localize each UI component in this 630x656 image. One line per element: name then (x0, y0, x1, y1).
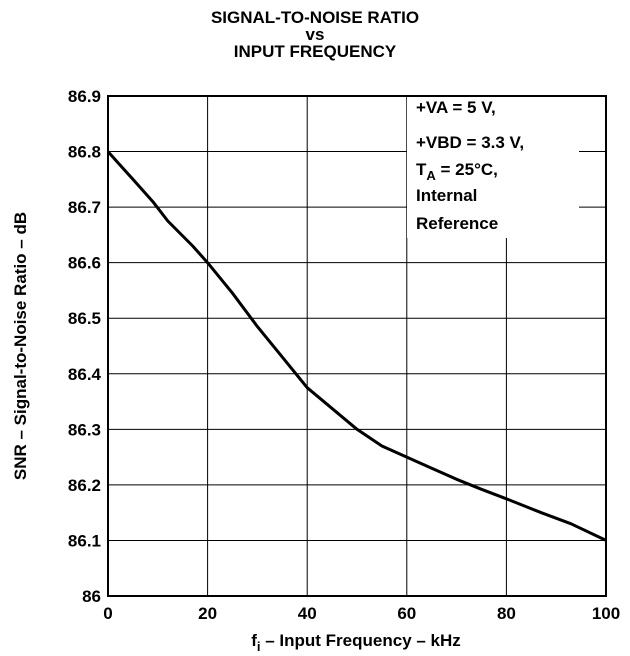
annotation-line-4: Internal (416, 186, 477, 205)
y-axis-label: SNR – Signal-to-Noise Ratio – dB (11, 212, 30, 480)
y-tick-label: 86 (82, 587, 101, 606)
y-tick-label: 86.7 (68, 198, 101, 217)
x-tick-label: 0 (103, 604, 112, 623)
x-tick-label: 60 (397, 604, 416, 623)
y-tick-label: 86.5 (68, 309, 101, 328)
y-tick-label: 86.9 (68, 87, 101, 106)
conditions-annotation-background (407, 97, 579, 238)
chart-title-line-2: vs (305, 25, 325, 44)
y-tick-label: 86.1 (68, 531, 101, 550)
x-tick-label: 20 (198, 604, 217, 623)
annotation-line-1: +VA = 5 V, (416, 98, 496, 117)
y-tick-label: 86.6 (68, 254, 101, 273)
tick-labels: 0 20 40 60 80 100 86 86.1 86.2 86.3 86.4 86.5 86.6 86… (68, 87, 620, 623)
y-tick-label: 86.3 (68, 420, 101, 439)
chart-title-line-1: SIGNAL-TO-NOISE RATIO (210, 8, 420, 27)
chart-title-line-3: INPUT FREQUENCY (233, 42, 397, 61)
y-tick-label: 86.2 (68, 476, 101, 495)
snr-curve (106, 150, 607, 542)
x-axis-label: fi – Input Frequency – kHz (251, 631, 461, 654)
annotation-line-2: +VBD = 3.3 V, (416, 133, 524, 152)
y-tick-label: 86.4 (68, 365, 102, 384)
x-tick-label: 100 (592, 604, 620, 623)
x-tick-label: 40 (298, 604, 317, 623)
grid-lines (107, 95, 607, 597)
y-tick-label: 86.8 (68, 143, 101, 162)
annotation-line-3: TA = 25°C, (416, 160, 498, 183)
x-tick-label: 80 (497, 604, 516, 623)
annotation-line-5: Reference (416, 214, 498, 233)
